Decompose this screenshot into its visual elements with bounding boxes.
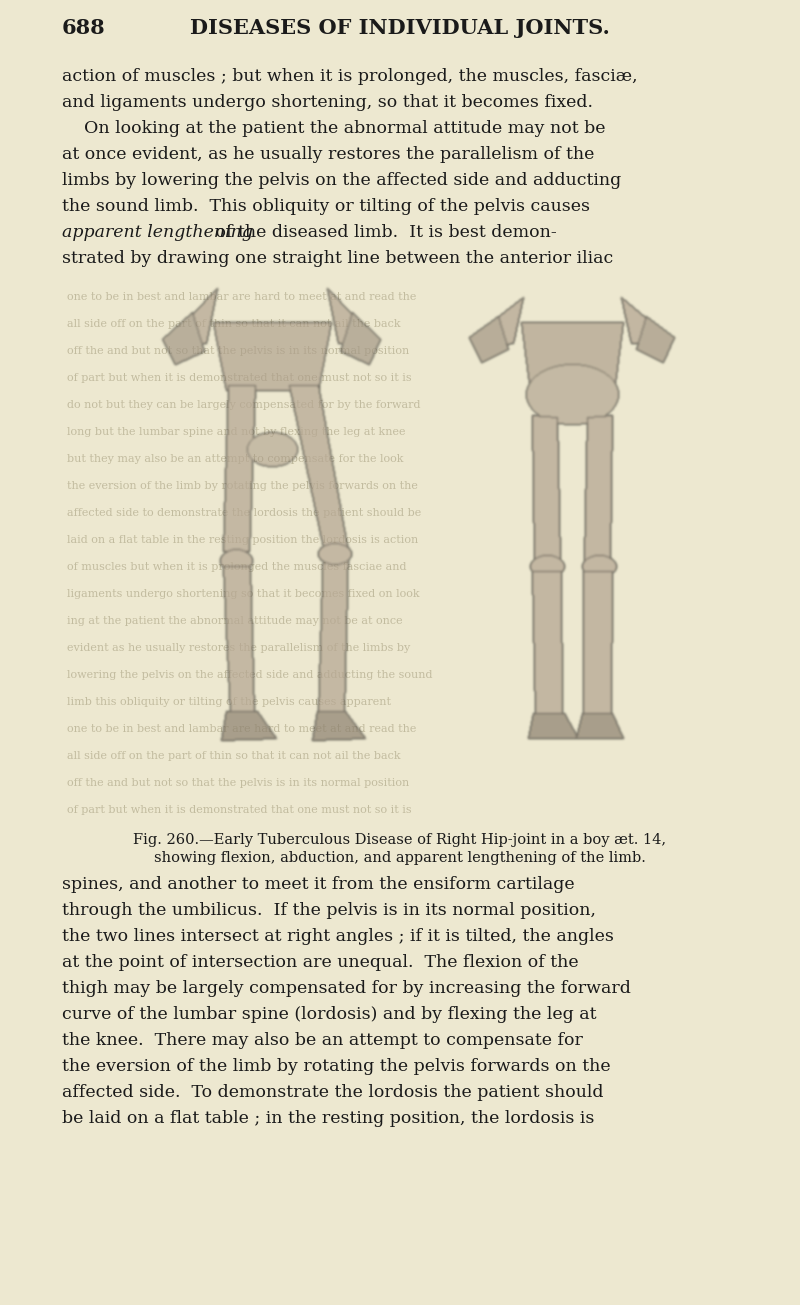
Text: at once evident, as he usually restores the parallelism of the: at once evident, as he usually restores … [62,146,594,163]
Text: spines, and another to meet it from the ensiform cartilage: spines, and another to meet it from the … [62,876,574,893]
Text: ing at the patient the abnormal attitude may not be at once: ing at the patient the abnormal attitude… [67,616,402,626]
Text: off the and but not so that the pelvis is in its normal position: off the and but not so that the pelvis i… [67,778,410,788]
Text: of muscles but when it is prolonged the muscles fasciae and: of muscles but when it is prolonged the … [67,562,406,572]
Text: evident as he usually restores the parallelism of the limbs by: evident as he usually restores the paral… [67,643,410,652]
Text: one to be in best and lambar are hard to meet at and read the: one to be in best and lambar are hard to… [67,292,416,301]
Text: one to be in best and lambar are hard to meet at and read the: one to be in best and lambar are hard to… [67,724,416,733]
Text: lowering the pelvis on the affected side and adducting the sound: lowering the pelvis on the affected side… [67,669,433,680]
Text: limbs by lowering the pelvis on the affected side and adducting: limbs by lowering the pelvis on the affe… [62,172,622,189]
Text: affected side to demonstrate the lordosis the patient should be: affected side to demonstrate the lordosi… [67,508,422,518]
Text: the knee.  There may also be an attempt to compensate for: the knee. There may also be an attempt t… [62,1032,583,1049]
Text: action of muscles ; but when it is prolonged, the muscles, fasciæ,: action of muscles ; but when it is prolo… [62,68,638,85]
Text: of part but when it is demonstrated that one must not so it is: of part but when it is demonstrated that… [67,373,412,382]
Text: affected side.  To demonstrate the lordosis the patient should: affected side. To demonstrate the lordos… [62,1084,603,1101]
Text: of part but when it is demonstrated that one must not so it is: of part but when it is demonstrated that… [67,805,412,816]
Text: showing flexion, abduction, and apparent lengthening of the limb.: showing flexion, abduction, and apparent… [154,851,646,865]
Text: Fig. 260.—Early Tuberculous Disease of Right Hip-joint in a boy æt. 14,: Fig. 260.—Early Tuberculous Disease of R… [134,833,666,847]
Text: the sound limb.  This obliquity or tilting of the pelvis causes: the sound limb. This obliquity or tiltin… [62,198,590,215]
Text: ligaments undergo shortening so that it becomes fixed on look: ligaments undergo shortening so that it … [67,589,420,599]
Text: the eversion of the limb by rotating the pelvis forwards on the: the eversion of the limb by rotating the… [67,482,418,491]
Text: thigh may be largely compensated for by increasing the forward: thigh may be largely compensated for by … [62,980,631,997]
Text: all side off on the part of thin so that it can not ail the back: all side off on the part of thin so that… [67,750,401,761]
Text: laid on a flat table in the resting position the lordosis is action: laid on a flat table in the resting posi… [67,535,418,545]
Text: limb this obliquity or tilting of the pelvis causes apparent: limb this obliquity or tilting of the pe… [67,697,391,707]
Text: DISEASES OF INDIVIDUAL JOINTS.: DISEASES OF INDIVIDUAL JOINTS. [190,18,610,38]
Text: off the and but not so that the pelvis is in its normal position: off the and but not so that the pelvis i… [67,346,410,356]
Text: be laid on a flat table ; in the resting position, the lordosis is: be laid on a flat table ; in the resting… [62,1111,594,1128]
Text: strated by drawing one straight line between the anterior iliac: strated by drawing one straight line bet… [62,251,614,268]
Text: apparent lengthening: apparent lengthening [62,224,253,241]
Text: long but the lumbar spine and not by flexing the leg at knee: long but the lumbar spine and not by fle… [67,427,406,437]
Text: but they may also be an attempt to compensate for the look: but they may also be an attempt to compe… [67,454,403,465]
Bar [62,282,738,818]
Text: and ligaments undergo shortening, so that it becomes fixed.: and ligaments undergo shortening, so tha… [62,94,593,111]
Text: 688: 688 [62,18,106,38]
Text: do not but they can be largely compensated for by the forward: do not but they can be largely compensat… [67,401,421,410]
Text: On looking at the patient the abnormal attitude may not be: On looking at the patient the abnormal a… [62,120,606,137]
Text: through the umbilicus.  If the pelvis is in its normal position,: through the umbilicus. If the pelvis is … [62,902,596,919]
Text: the two lines intersect at right angles ; if it is tilted, the angles: the two lines intersect at right angles … [62,928,614,945]
Text: at the point of intersection are unequal.  The flexion of the: at the point of intersection are unequal… [62,954,578,971]
Text: of the diseased limb.  It is best demon-: of the diseased limb. It is best demon- [210,224,557,241]
Text: all side off on the part of thin so that it can not ail the back: all side off on the part of thin so that… [67,318,401,329]
Text: the eversion of the limb by rotating the pelvis forwards on the: the eversion of the limb by rotating the… [62,1058,610,1075]
Text: curve of the lumbar spine (lordosis) and by flexing the leg at: curve of the lumbar spine (lordosis) and… [62,1006,597,1023]
